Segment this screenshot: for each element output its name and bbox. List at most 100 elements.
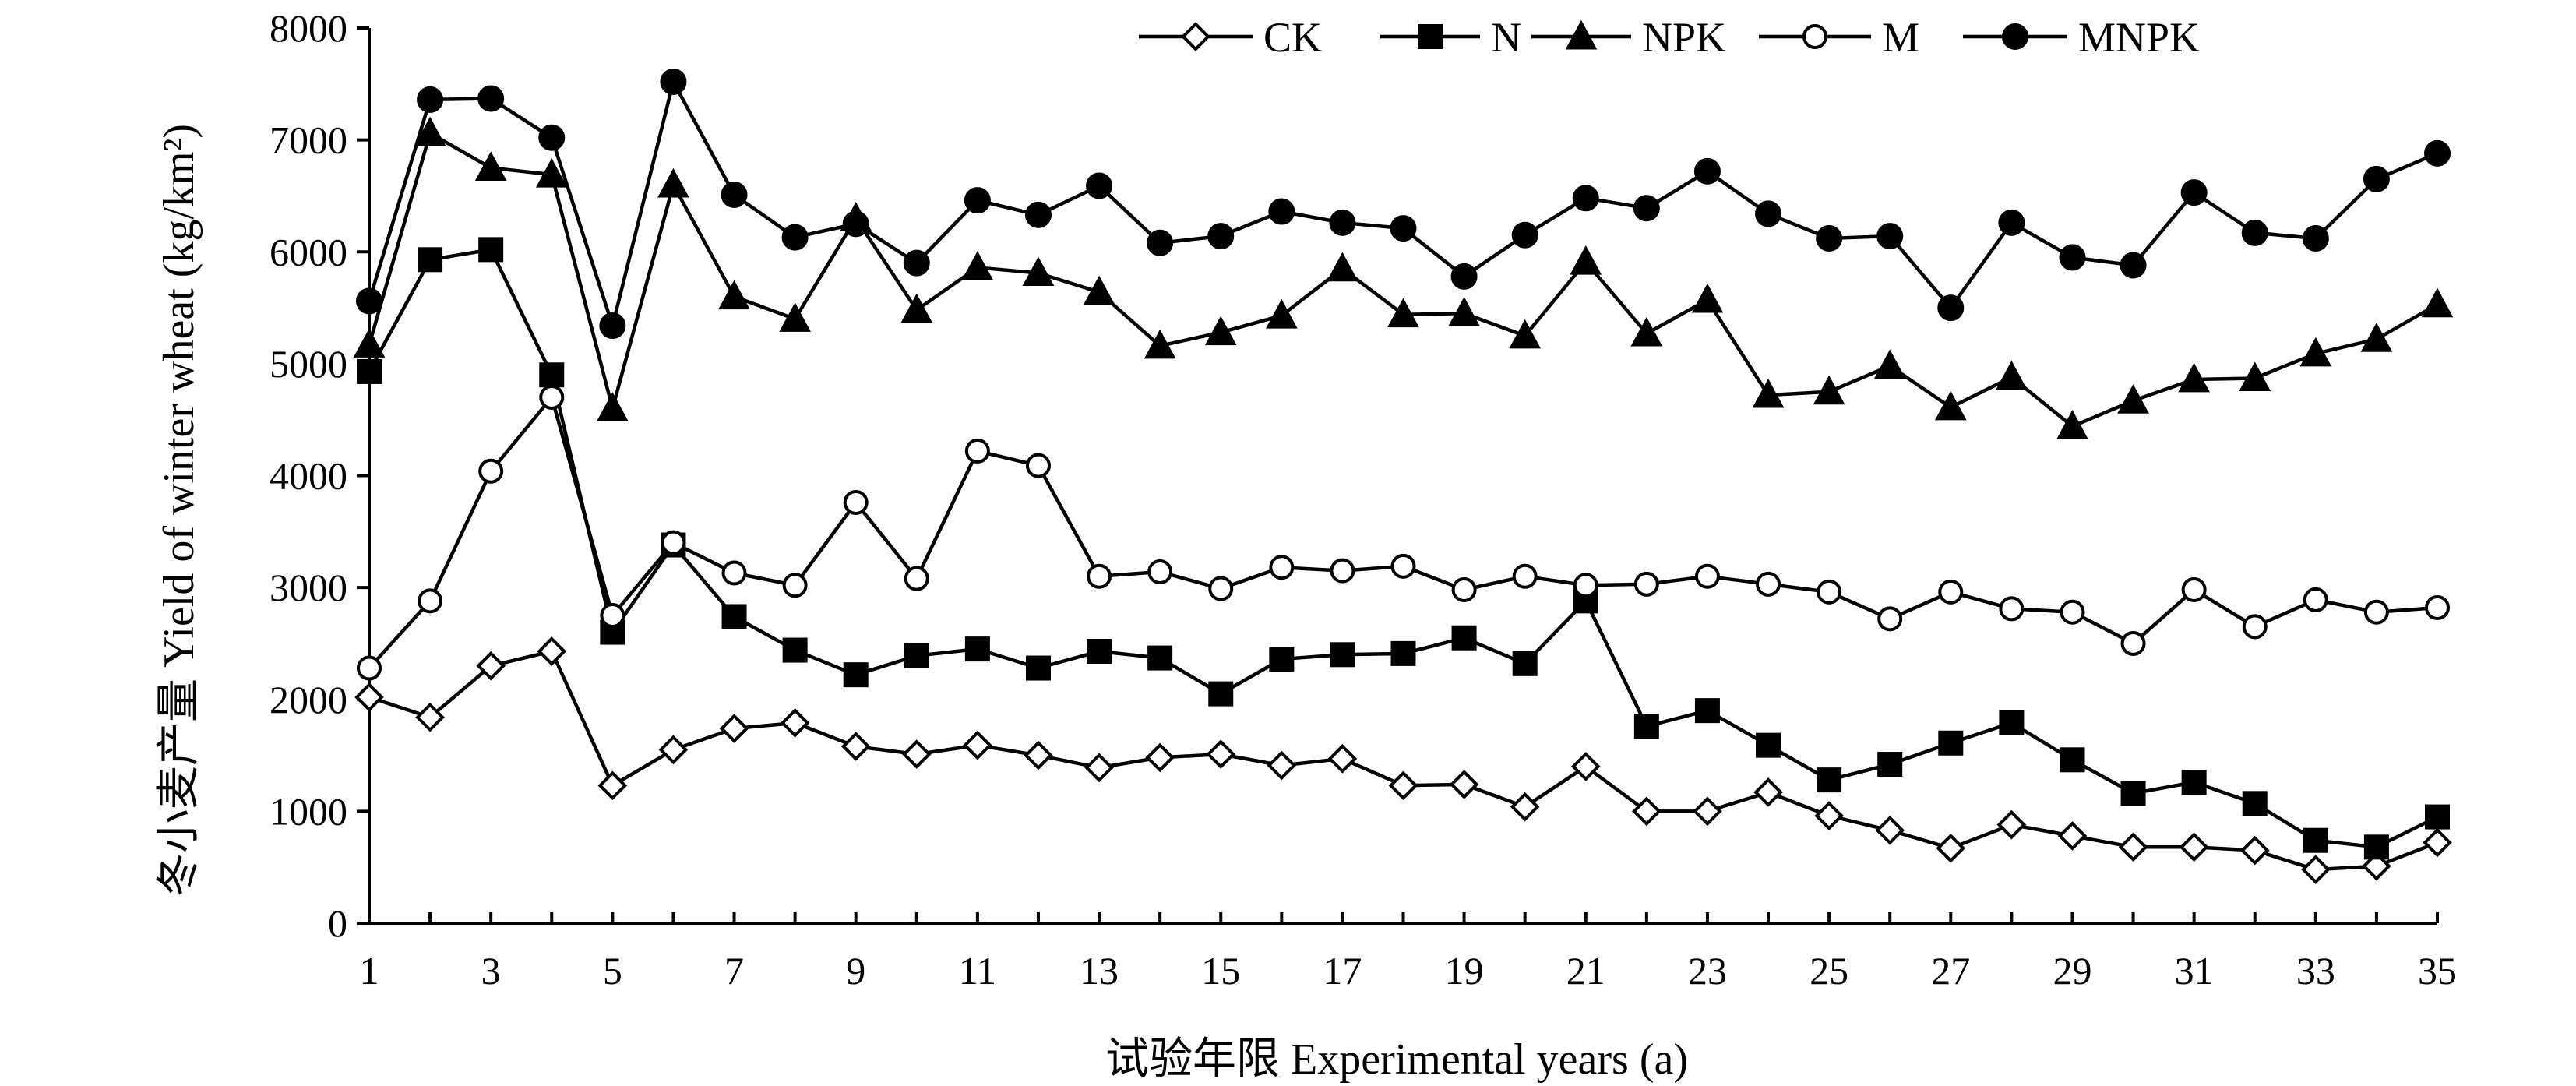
y-tick-label: 6000 <box>270 230 347 273</box>
data-point-n <box>2181 770 2207 795</box>
x-tick-label: 9 <box>846 949 865 993</box>
legend-marker-ck <box>1181 22 1210 51</box>
data-point-m <box>418 588 443 614</box>
data-point-m <box>1390 553 1416 579</box>
data-point-n <box>904 643 929 668</box>
series-npk <box>353 116 2454 439</box>
legend-label-mnpk: MNPK <box>2078 14 2200 61</box>
data-point-n <box>1512 651 1538 676</box>
data-point-ck <box>1875 815 1905 845</box>
data-point-mnpk <box>2180 179 2208 206</box>
data-point-n <box>478 237 504 263</box>
y-tick-label: 0 <box>328 901 347 945</box>
data-point-mnpk <box>1207 223 1235 250</box>
x-tick-label: 5 <box>603 949 622 993</box>
data-point-m <box>1330 558 1355 584</box>
data-point-m <box>2120 630 2146 656</box>
data-point-ck <box>476 651 506 681</box>
data-point-mnpk <box>417 86 444 113</box>
data-point-npk <box>657 167 689 198</box>
data-point-npk <box>779 302 811 332</box>
data-point-n <box>1147 645 1173 671</box>
data-point-mnpk <box>781 224 809 251</box>
series-line-npk <box>367 131 2439 428</box>
data-point-m <box>2363 599 2389 625</box>
data-point-m <box>1147 559 1173 585</box>
data-point-npk <box>1996 360 2028 390</box>
data-point-npk <box>2360 323 2393 352</box>
data-point-m <box>1025 453 1051 478</box>
x-tick-label: 31 <box>2175 949 2214 993</box>
legend-label-npk: NPK <box>1642 14 1726 61</box>
data-point-n <box>418 247 443 273</box>
data-point-n <box>1390 640 1416 666</box>
data-point-m <box>2303 587 2328 612</box>
data-point-ck <box>901 739 932 769</box>
data-point-m <box>1512 563 1538 589</box>
data-point-n <box>2060 747 2085 773</box>
data-point-n <box>1025 655 1051 681</box>
data-point-ck <box>2057 821 2088 851</box>
data-point-n <box>1633 714 1659 739</box>
data-point-m <box>1817 579 1842 605</box>
data-point-ck <box>1084 753 1114 783</box>
y-tick-label: 2000 <box>270 678 347 721</box>
data-point-npk <box>2239 361 2271 391</box>
data-point-npk <box>1752 378 1785 408</box>
data-point-ck <box>1996 809 2027 840</box>
legend: CK N NPK M MNPK <box>1139 14 2200 61</box>
data-point-n <box>843 662 869 688</box>
data-point-npk <box>1083 275 1115 305</box>
x-axis-title: 试验年限 Experimental years (a) <box>1105 1035 1688 1084</box>
series-mnpk <box>356 68 2451 340</box>
data-point-npk <box>1873 349 1906 379</box>
data-point-m <box>1938 579 1964 605</box>
y-tick-label: 3000 <box>270 566 347 609</box>
data-point-n <box>964 636 990 662</box>
data-point-mnpk <box>1755 200 1782 227</box>
data-point-m <box>357 655 382 681</box>
x-tick-label: 7 <box>724 949 744 993</box>
data-point-n <box>357 358 382 384</box>
data-point-mnpk <box>1450 263 1478 290</box>
series-ck <box>354 636 2452 884</box>
data-point-npk <box>1387 298 1419 328</box>
data-point-npk <box>353 328 386 358</box>
data-point-n <box>2363 834 2389 860</box>
y-axis-title: 冬小麦产量 Yield of winter wheat (kg/km²) <box>155 124 203 897</box>
y-tick-label: 1000 <box>270 789 347 833</box>
x-tick-label: 3 <box>481 949 501 993</box>
data-point-mnpk <box>1511 221 1538 249</box>
data-point-n <box>1756 732 1781 758</box>
data-point-npk <box>900 293 933 323</box>
data-point-npk <box>1327 252 1358 282</box>
series-line-mnpk <box>367 79 2438 328</box>
x-tick-label: 13 <box>1080 949 1119 993</box>
legend-item-ck: CK <box>1139 14 1322 61</box>
x-tick-label: 21 <box>1566 949 1605 993</box>
data-point-ck <box>2362 851 2391 881</box>
data-point-ck <box>2239 835 2270 866</box>
x-tick-label: 29 <box>2053 949 2091 993</box>
data-point-mnpk <box>538 124 566 151</box>
data-point-npk <box>2117 384 2149 414</box>
data-point-n <box>1938 730 1964 756</box>
data-point-m <box>1999 596 2025 622</box>
data-point-mnpk <box>2424 139 2451 167</box>
legend-label-n: N <box>1491 14 1521 61</box>
data-point-mnpk <box>1147 229 1174 256</box>
data-point-npk <box>1691 283 1724 313</box>
data-point-ck <box>2300 855 2331 884</box>
legend-marker-m <box>1802 24 1827 49</box>
data-point-m <box>843 489 869 515</box>
data-point-npk <box>1448 297 1480 326</box>
data-point-m <box>1269 555 1295 580</box>
data-point-ck <box>1753 777 1783 807</box>
x-tick-label: 17 <box>1323 949 1362 993</box>
data-point-ck <box>1632 796 1662 827</box>
data-point-n <box>782 637 808 663</box>
data-point-mnpk <box>842 210 869 238</box>
x-tick-label: 15 <box>1201 949 1240 993</box>
data-point-npk <box>1509 319 1542 349</box>
data-point-m <box>1633 571 1659 597</box>
